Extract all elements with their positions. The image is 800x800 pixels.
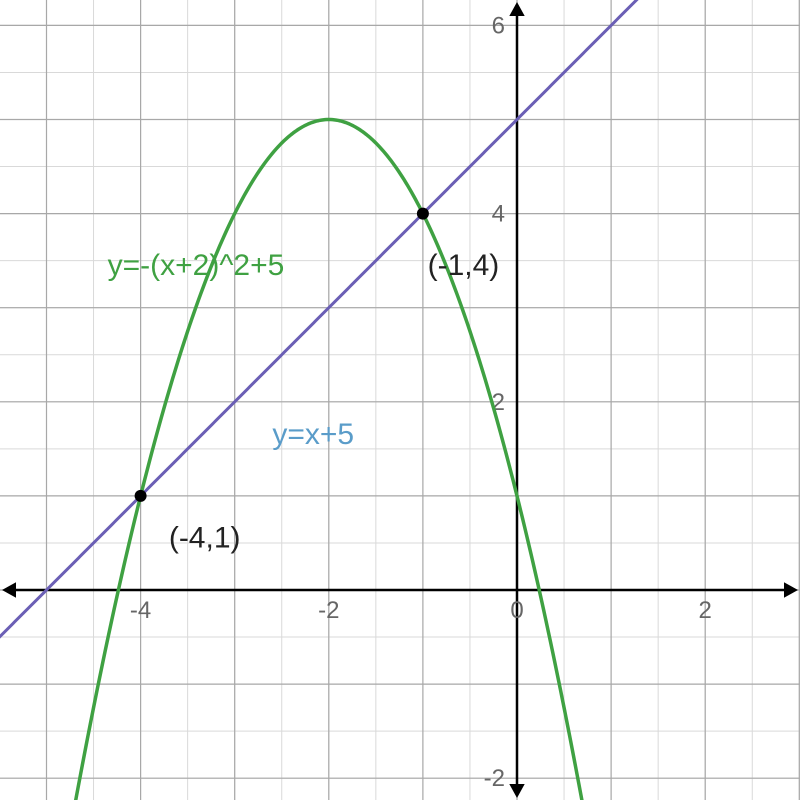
svg-text:y=x+5: y=x+5 bbox=[272, 418, 354, 451]
svg-text:6: 6 bbox=[492, 12, 505, 39]
svg-text:4: 4 bbox=[492, 201, 505, 228]
svg-text:-2: -2 bbox=[318, 597, 339, 624]
svg-text:-2: -2 bbox=[484, 765, 505, 792]
svg-text:(-1,4): (-1,4) bbox=[428, 249, 500, 282]
svg-text:y=-(x+2)^2+5: y=-(x+2)^2+5 bbox=[108, 249, 285, 282]
svg-text:-4: -4 bbox=[130, 597, 151, 624]
svg-text:0: 0 bbox=[510, 597, 523, 624]
chart-svg: -4-202-2246y=-(x+2)^2+5y=x+5(-1,4)(-4,1) bbox=[0, 0, 800, 800]
svg-text:2: 2 bbox=[699, 597, 712, 624]
chart-container: -4-202-2246y=-(x+2)^2+5y=x+5(-1,4)(-4,1) bbox=[0, 0, 800, 800]
svg-text:(-4,1): (-4,1) bbox=[169, 522, 241, 555]
